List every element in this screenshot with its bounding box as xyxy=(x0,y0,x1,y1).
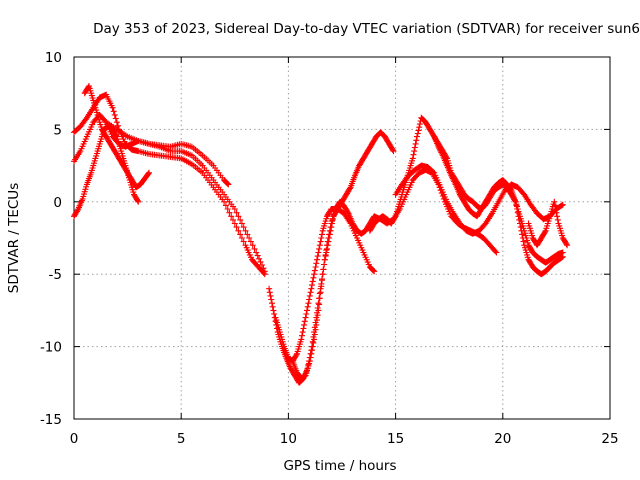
series-markers xyxy=(81,83,152,191)
x-tick-labels: 0 5 10 15 20 25 xyxy=(70,431,619,447)
x-tick-label: 20 xyxy=(494,431,511,447)
series-markers xyxy=(71,91,268,278)
y-tick-label: -10 xyxy=(40,340,62,356)
series-markers xyxy=(431,133,566,278)
y-tick-label: 5 xyxy=(53,122,62,138)
series-markers xyxy=(266,129,397,386)
series-markers xyxy=(392,162,566,237)
y-tick-label: 10 xyxy=(45,50,62,66)
y-tick-label: -15 xyxy=(40,412,62,428)
x-tick-label: 25 xyxy=(601,431,618,447)
series-sat-k xyxy=(392,162,566,237)
y-tick-label: -5 xyxy=(49,267,62,283)
x-axis-label: GPS time / hours xyxy=(283,458,396,474)
series-sat-d xyxy=(81,83,152,191)
series-sat-f xyxy=(266,129,397,386)
x-tick-label: 0 xyxy=(70,431,79,447)
grid xyxy=(74,57,610,419)
y-axis-label: SDTVAR / TECUs xyxy=(6,183,22,293)
x-tick-label: 5 xyxy=(177,431,186,447)
series-markers xyxy=(103,119,232,188)
axis-ticks xyxy=(73,56,611,420)
chart-title: Day 353 of 2023, Sidereal Day-to-day VTE… xyxy=(93,21,640,37)
series-sat-e xyxy=(103,119,232,188)
y-tick-labels: -15 -10 -5 0 5 10 xyxy=(40,50,62,428)
x-tick-label: 15 xyxy=(387,431,404,447)
series-sat-l xyxy=(525,198,571,249)
series-sat-a xyxy=(71,91,268,278)
data-points xyxy=(71,83,571,386)
series-sat-j xyxy=(431,133,566,278)
series-markers xyxy=(525,198,571,249)
x-tick-label: 10 xyxy=(280,431,297,447)
series-sat-g xyxy=(272,206,378,365)
plot-frame xyxy=(73,56,611,420)
series-markers xyxy=(272,206,378,365)
y-tick-label: 0 xyxy=(53,195,62,211)
